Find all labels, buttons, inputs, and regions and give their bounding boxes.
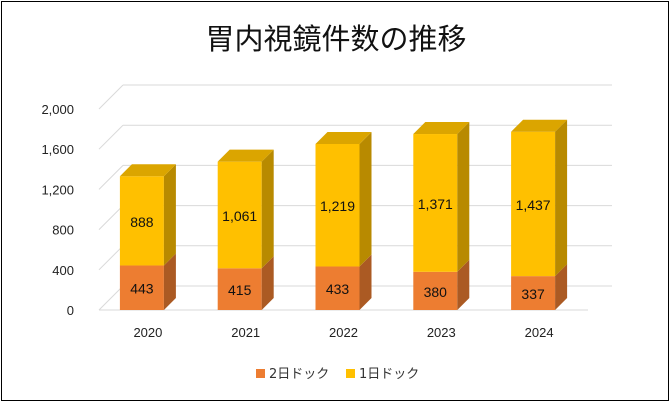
- data-label: 443: [130, 281, 154, 297]
- bar-top: [217, 149, 274, 162]
- x-tick-label: 2021: [231, 325, 260, 340]
- bar-one-day-front: [217, 161, 262, 269]
- y-tick-label: 1,600: [41, 142, 74, 157]
- gridline-depth: [98, 165, 124, 190]
- gridline-depth: [98, 84, 124, 110]
- bar-top: [119, 164, 176, 177]
- data-label: 1,061: [222, 208, 257, 224]
- bar-one-day-front: [511, 131, 556, 277]
- bar-side: [555, 119, 568, 277]
- x-tick-label: 2024: [525, 325, 554, 340]
- legend: 2日ドック 1日ドック: [256, 367, 419, 382]
- legend-swatch: [256, 369, 265, 378]
- data-label: 380: [424, 284, 448, 300]
- bar-side: [555, 264, 568, 310]
- bar-two-day-front: [413, 271, 458, 310]
- chart-title: 胃内視鏡件数の推移: [205, 22, 466, 56]
- x-axis: 2020 2021 2022 2023 2024: [133, 325, 553, 340]
- bar-two-day-front: [315, 266, 360, 310]
- bar-side: [457, 259, 470, 310]
- bar-two-day-front: [511, 276, 556, 310]
- bar-side: [359, 254, 372, 310]
- legend-label: 2日ドック: [269, 367, 329, 382]
- data-label: 1,437: [516, 197, 551, 213]
- gridline-depth: [98, 205, 124, 230]
- bar-side: [359, 131, 372, 267]
- bar-side: [163, 164, 176, 266]
- y-tick-label: 1,200: [41, 182, 74, 197]
- gridline-depth: [98, 245, 124, 271]
- y-tick-label: 800: [52, 223, 74, 238]
- y-tick-label: 400: [52, 263, 74, 278]
- bar-two-day-front: [217, 268, 262, 310]
- gridline-depth: [98, 124, 124, 150]
- data-label: 337: [521, 286, 545, 302]
- bars: [119, 119, 568, 310]
- bar-side: [261, 256, 274, 310]
- bar-side: [457, 122, 470, 272]
- x-tick-label: 2023: [427, 325, 456, 340]
- data-label: 1,219: [320, 198, 355, 214]
- data-label: 433: [326, 281, 350, 297]
- bar-side: [163, 253, 176, 310]
- x-tick-label: 2020: [133, 325, 162, 340]
- y-axis: 0 400 800 1,200 1,600 2,000: [41, 102, 74, 318]
- data-label: 888: [130, 214, 154, 230]
- data-labels: 443 888 415 1,061 433 1,219 380 1,371 337 1,437: [130, 196, 551, 302]
- x-tick-label: 2022: [329, 325, 358, 340]
- bar-top: [511, 119, 568, 132]
- bar-one-day-front: [119, 176, 164, 266]
- bar-top: [413, 122, 470, 135]
- data-label: 1,371: [418, 196, 453, 212]
- bar-side: [261, 149, 274, 269]
- bar-top: [315, 131, 372, 144]
- bar-two-day-front: [119, 265, 164, 310]
- legend-swatch: [346, 369, 355, 378]
- y-tick-label: 0: [67, 303, 74, 318]
- y-tick-label: 2,000: [41, 102, 74, 117]
- legend-label: 1日ドック: [359, 367, 419, 382]
- gridline-depth: [98, 285, 124, 311]
- data-label: 415: [228, 282, 252, 298]
- bar-one-day-front: [413, 134, 458, 272]
- bar-one-day-front: [315, 143, 360, 267]
